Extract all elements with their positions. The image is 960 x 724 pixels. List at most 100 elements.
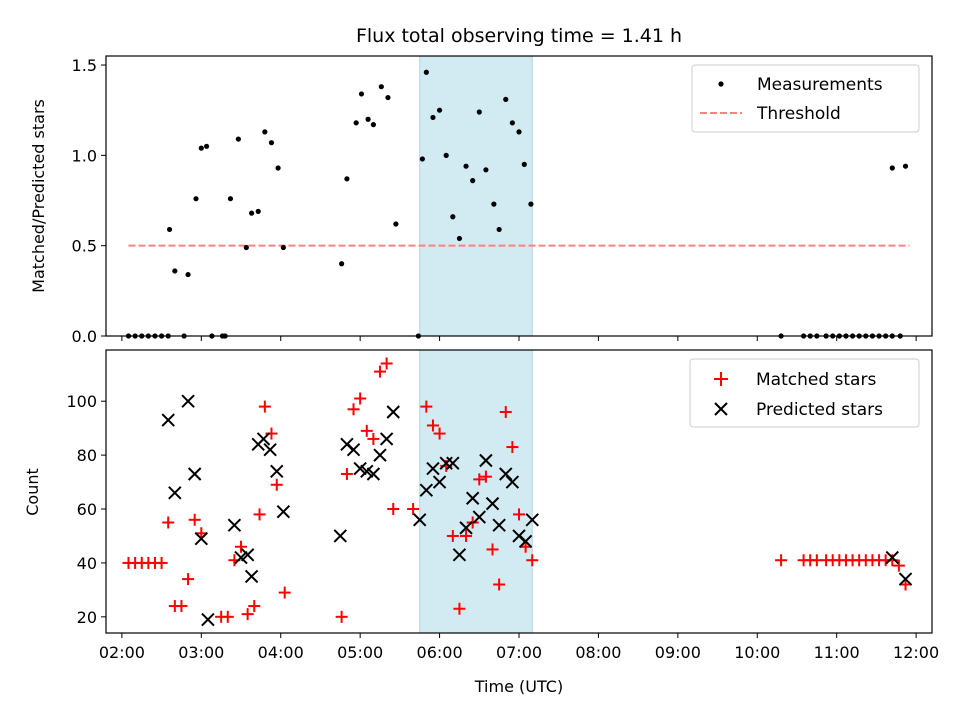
predicted-star-point [419, 483, 434, 497]
legend-matched-label: Matched stars [756, 370, 876, 390]
measurement-point [358, 91, 365, 97]
measurement-point [902, 163, 909, 169]
highlight-span [419, 349, 533, 634]
predicted-star-point [276, 505, 291, 519]
x-tick-label: 04:00 [258, 643, 304, 662]
top-panel: 0.0 0.5 1.0 1.5 Matched/Predicted stars Mea… [29, 55, 933, 346]
measurement-point [193, 196, 199, 202]
legend-measurements-label: Measurements [757, 75, 883, 95]
matched-star-point [433, 427, 446, 440]
bottom-ylabel: Count [23, 468, 42, 516]
predicted-star-point [492, 518, 506, 532]
x-tick-label: 10:00 [734, 643, 780, 662]
measurement-point [463, 163, 469, 169]
predicted-star-point [525, 513, 539, 527]
predicted-star-point [485, 496, 500, 511]
measurement-point [436, 107, 443, 113]
matched-star-point [380, 357, 393, 370]
measurement-point [456, 235, 463, 242]
top-legend-box [691, 64, 920, 133]
measurement-point [521, 161, 527, 167]
predicted-star-point [161, 413, 175, 427]
measurement-point [365, 116, 371, 122]
measurement-point [423, 69, 429, 75]
measurement-point [889, 165, 895, 171]
predicted-star-point [244, 569, 259, 584]
matched-star-point [347, 403, 360, 416]
matched-star-point [248, 600, 261, 613]
matched-star-point [466, 516, 479, 529]
predicted-star-point [446, 456, 460, 470]
matched-star-point [387, 503, 400, 516]
bottom-axis-ticks: 02:00 03:00 04:00 05:00 06:00 07:00 08:00 09:00… [66, 392, 939, 662]
y-tick-label: 80 [77, 446, 97, 465]
matched-star-point [499, 405, 512, 418]
predicted-star-point [373, 448, 387, 462]
matched-star-point [182, 573, 195, 586]
top-ylabel: Matched/Predicted stars [29, 99, 48, 293]
matched-star-point [367, 432, 380, 445]
legend-matched-marker [714, 372, 728, 386]
top-highlight-layer [419, 55, 533, 337]
legend-predicted-label: Predicted stars [756, 400, 883, 420]
matched-star-point [354, 392, 367, 405]
measurement-point [339, 261, 345, 267]
x-tick-label: 02:00 [99, 643, 145, 662]
y-tick-label: 20 [77, 608, 97, 627]
predicted-star-point [168, 486, 182, 500]
measurement-point [385, 94, 391, 101]
predicted-star-point [333, 529, 348, 543]
measurement-point [450, 214, 456, 220]
matched-star-point [253, 508, 266, 521]
y-tick-label: 1.5 [72, 56, 97, 75]
top-axes-frame [105, 55, 933, 337]
measurement-point [491, 201, 497, 207]
y-tick-label: 60 [77, 500, 97, 519]
bottom-axes-frame [105, 349, 933, 634]
matched-star-point [506, 441, 519, 454]
matched-star-point [270, 478, 283, 491]
matched-star-point [426, 419, 439, 432]
predicted-star-point [479, 453, 493, 468]
x-tick-label: 03:00 [178, 643, 224, 662]
predicted-star-point [346, 443, 361, 457]
matched-star-point [886, 554, 899, 567]
measurement-point [243, 244, 249, 251]
figure-title: Flux total observing time = 1.41 h [356, 25, 682, 47]
matched-star-point [278, 586, 291, 599]
measurement-point [185, 271, 191, 278]
measurement-point [509, 120, 515, 126]
bottom-panel: 02:00 03:00 04:00 05:00 06:00 07:00 08:00 09:00… [23, 349, 939, 696]
measurement-point [255, 208, 261, 214]
matched-star-point [258, 400, 271, 413]
legend-threshold-label: Threshold [756, 104, 841, 124]
matched-star-point [775, 554, 788, 567]
measurement-point [166, 226, 173, 233]
predicted-star-point [379, 432, 394, 446]
measurement-point [470, 178, 476, 184]
measurement-point [503, 96, 509, 102]
predicted-star-point [187, 467, 202, 481]
matched-star-point [188, 513, 201, 526]
measurement-point [430, 114, 436, 121]
bottom-xlabel: Time (UTC) [474, 677, 563, 696]
predicted-star-point [240, 548, 255, 562]
matched-star-point [526, 554, 539, 567]
measurement-point [235, 136, 241, 142]
matched-star-point [892, 559, 905, 572]
predicted-star-point [898, 572, 913, 586]
matched-star-point [335, 610, 348, 623]
predicted-star-point [432, 475, 447, 489]
measurement-point [476, 109, 482, 115]
predicted-star-point [499, 467, 513, 481]
x-tick-label: 08:00 [575, 643, 621, 662]
predicted-star-point [366, 467, 381, 481]
bottom-legend: Matched stars Predicted stars [689, 358, 920, 428]
y-tick-label: 0.5 [72, 237, 97, 256]
y-tick-label: 100 [66, 392, 97, 411]
bottom-highlight-layer [419, 349, 533, 634]
x-tick-label: 06:00 [417, 643, 463, 662]
predicted-star-point [386, 405, 400, 419]
predicted-star-point [518, 534, 533, 549]
